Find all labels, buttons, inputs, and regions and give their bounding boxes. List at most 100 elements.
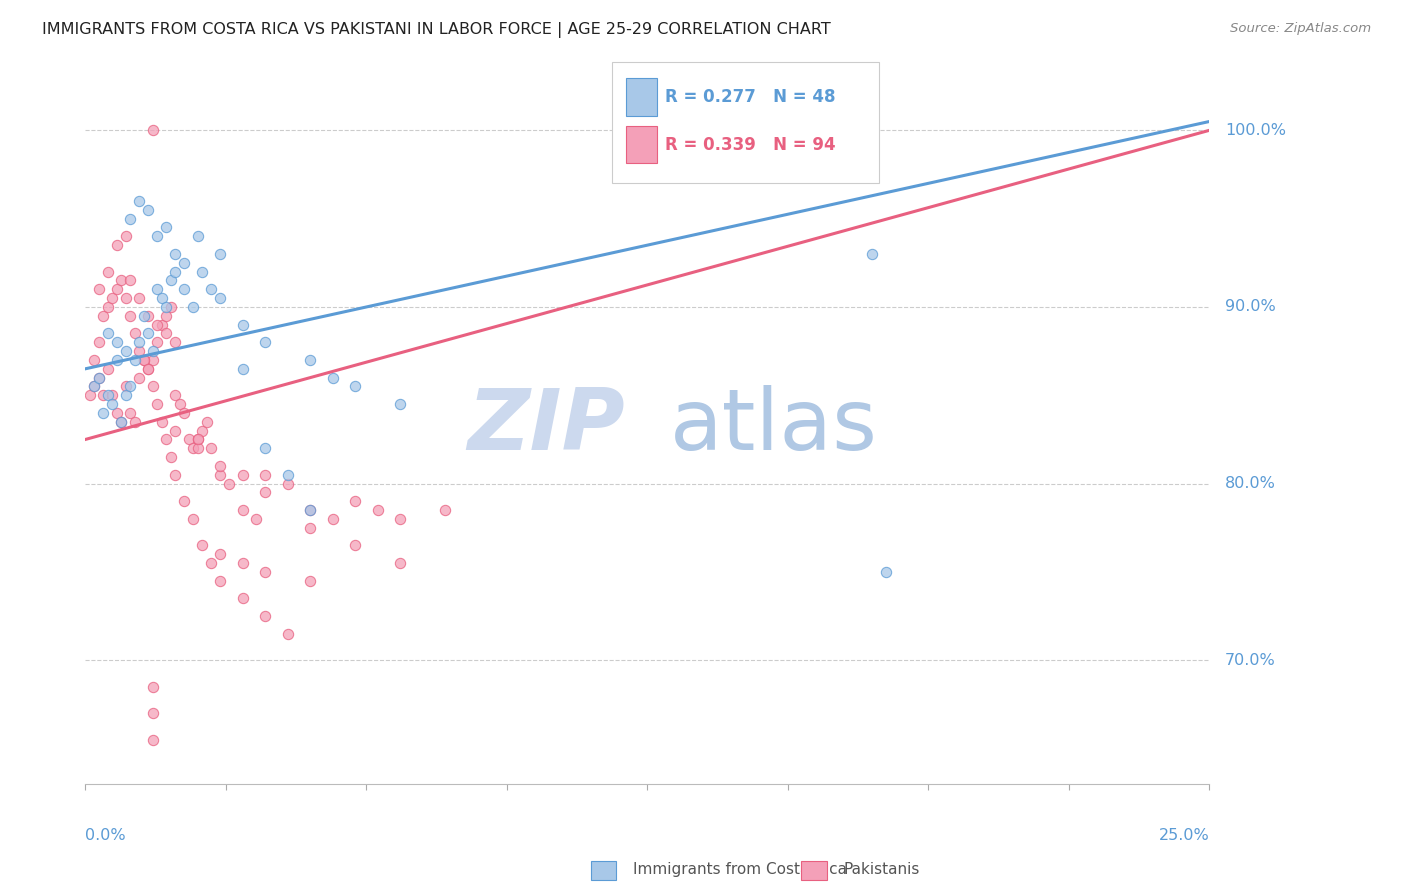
Point [114, 291, 136, 305]
Text: 70.0%: 70.0% [1225, 653, 1275, 668]
Point [165, 388, 187, 402]
Point [344, 538, 367, 552]
Point [181, 300, 204, 314]
Point [173, 282, 195, 296]
Text: R = 0.339   N = 94: R = 0.339 N = 94 [665, 136, 835, 153]
Point [114, 229, 136, 244]
Point [128, 291, 150, 305]
Text: Immigrants from Costa Rica: Immigrants from Costa Rica [633, 863, 846, 877]
Point [97, 265, 120, 279]
Point [200, 442, 222, 456]
Point [105, 335, 128, 350]
Point [97, 300, 120, 314]
Point [181, 442, 204, 456]
Point [173, 406, 195, 420]
Point [142, 706, 165, 721]
Point [232, 467, 254, 482]
Point [245, 512, 267, 526]
Point [299, 503, 322, 517]
Point [124, 326, 146, 341]
Point [277, 476, 299, 491]
Point [389, 512, 412, 526]
Point [200, 282, 222, 296]
Point [169, 397, 191, 411]
Point [232, 361, 254, 376]
Point [120, 273, 142, 287]
Point [142, 353, 165, 368]
Point [97, 388, 120, 402]
Point [83, 353, 105, 368]
Point [195, 415, 218, 429]
Point [433, 503, 456, 517]
Point [254, 442, 277, 456]
Text: Source: ZipAtlas.com: Source: ZipAtlas.com [1230, 22, 1371, 36]
Point [128, 335, 150, 350]
Point [165, 247, 187, 261]
Point [110, 415, 132, 429]
Point [187, 433, 209, 447]
Point [232, 556, 254, 570]
Point [120, 406, 142, 420]
Point [159, 273, 181, 287]
Point [277, 467, 299, 482]
Point [191, 424, 214, 438]
Point [173, 494, 195, 508]
Point [299, 353, 322, 368]
Point [146, 335, 169, 350]
Point [155, 309, 177, 323]
Point [200, 556, 222, 570]
Point [97, 361, 120, 376]
Point [142, 344, 165, 359]
Point [142, 123, 165, 137]
Point [105, 406, 128, 420]
Point [187, 442, 209, 456]
Point [254, 485, 277, 500]
Point [110, 273, 132, 287]
Point [91, 309, 114, 323]
Point [155, 300, 177, 314]
Point [120, 379, 142, 393]
Point [254, 335, 277, 350]
Point [110, 415, 132, 429]
Point [159, 450, 181, 464]
Point [209, 574, 232, 588]
Point [367, 503, 389, 517]
Point [101, 291, 124, 305]
Point [322, 512, 344, 526]
Point [187, 433, 209, 447]
Point [105, 282, 128, 296]
Point [254, 565, 277, 579]
Point [155, 326, 177, 341]
Point [142, 680, 165, 694]
Point [159, 300, 181, 314]
Point [389, 397, 412, 411]
Point [209, 247, 232, 261]
Text: atlas: atlas [669, 384, 877, 467]
Point [389, 556, 412, 570]
Point [860, 247, 883, 261]
Point [209, 467, 232, 482]
Point [232, 318, 254, 332]
Point [165, 467, 187, 482]
Point [232, 591, 254, 606]
Point [132, 353, 155, 368]
Point [114, 379, 136, 393]
Point [83, 379, 105, 393]
Text: IMMIGRANTS FROM COSTA RICA VS PAKISTANI IN LABOR FORCE | AGE 25-29 CORRELATION C: IMMIGRANTS FROM COSTA RICA VS PAKISTANI … [42, 22, 831, 38]
Point [91, 406, 114, 420]
Point [146, 229, 169, 244]
Point [150, 291, 173, 305]
Point [87, 370, 110, 384]
Point [136, 309, 159, 323]
Point [232, 503, 254, 517]
Point [191, 265, 214, 279]
Point [155, 220, 177, 235]
Point [132, 309, 155, 323]
Point [187, 229, 209, 244]
Point [114, 388, 136, 402]
Text: R = 0.277   N = 48: R = 0.277 N = 48 [665, 88, 835, 106]
Point [120, 309, 142, 323]
Point [101, 397, 124, 411]
Point [79, 388, 101, 402]
Point [299, 503, 322, 517]
